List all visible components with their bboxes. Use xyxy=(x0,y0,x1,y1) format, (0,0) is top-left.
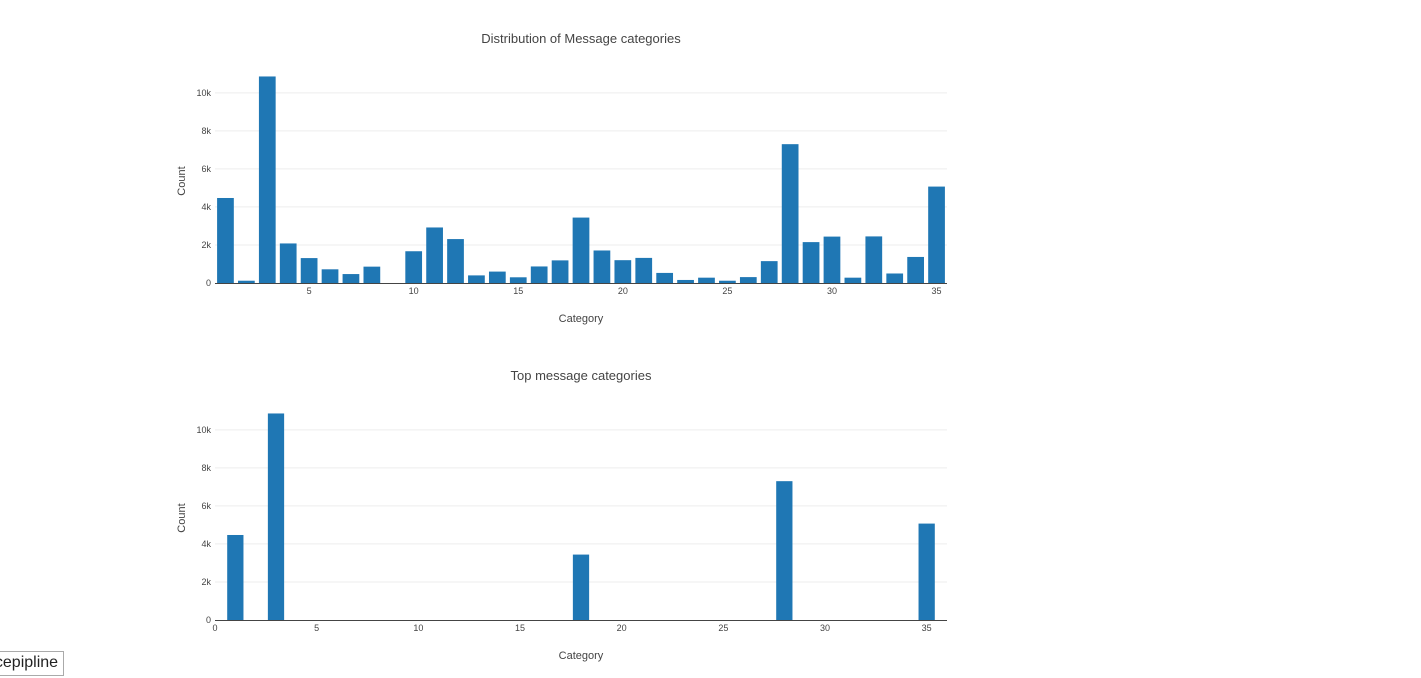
x-tick-label: 20 xyxy=(617,623,627,633)
x-tick-label: 0 xyxy=(212,623,217,633)
y-tick-label: 6k xyxy=(201,164,211,174)
top-categories-chart: Top message categories 0 2k 4k 6k 8k 10k 0 5 10 1… xyxy=(176,368,947,662)
y-tick-label: 6k xyxy=(201,501,211,511)
y-tick-label: 10k xyxy=(196,88,211,98)
y-tick-label: 8k xyxy=(201,126,211,136)
x-tick-label: 15 xyxy=(515,623,525,633)
bar[interactable] xyxy=(635,257,653,283)
y-tick-label: 4k xyxy=(201,202,211,212)
bar[interactable] xyxy=(279,243,297,283)
y-tick-label: 8k xyxy=(201,463,211,473)
y-tick-label: 10k xyxy=(196,425,211,435)
y-tick-label: 4k xyxy=(201,539,211,549)
x-tick-label: 15 xyxy=(513,286,523,296)
bar[interactable] xyxy=(802,242,820,283)
bar[interactable] xyxy=(321,269,339,283)
bar[interactable] xyxy=(363,266,381,283)
x-axis-title: Category xyxy=(559,313,604,325)
y-tick-label: 0 xyxy=(206,278,211,288)
bar[interactable] xyxy=(907,256,924,283)
bar[interactable] xyxy=(300,258,318,283)
bar[interactable] xyxy=(719,280,736,283)
bar[interactable] xyxy=(781,144,799,283)
y-axis-title: Count xyxy=(176,166,188,195)
bar[interactable] xyxy=(468,275,485,283)
bar[interactable] xyxy=(238,280,255,283)
bar[interactable] xyxy=(488,271,506,283)
y-axis-title: Count xyxy=(176,503,188,532)
x-tick-label: 35 xyxy=(932,286,942,296)
x-tick-label: 5 xyxy=(314,623,319,633)
bar[interactable] xyxy=(405,251,423,283)
x-tick-label: 10 xyxy=(413,623,423,633)
chart-title: Top message categories xyxy=(511,368,652,383)
bar[interactable] xyxy=(844,277,862,283)
bar[interactable] xyxy=(551,260,569,283)
bar[interactable] xyxy=(258,76,276,284)
x-tick-label: 20 xyxy=(618,286,628,296)
x-tick-label: 5 xyxy=(307,286,312,296)
x-axis-title: Category xyxy=(559,650,604,662)
bar[interactable] xyxy=(227,534,244,620)
bar[interactable] xyxy=(447,239,464,283)
bar[interactable] xyxy=(823,236,841,283)
bar[interactable] xyxy=(267,413,285,620)
bar[interactable] xyxy=(865,236,883,283)
chart-title: Distribution of Message categories xyxy=(481,31,681,46)
x-tick-label: 25 xyxy=(722,286,732,296)
bar[interactable] xyxy=(656,272,674,283)
y-tick-label: 0 xyxy=(206,615,211,625)
bar[interactable] xyxy=(426,227,443,283)
x-tick-label: 30 xyxy=(827,286,837,296)
bar[interactable] xyxy=(217,197,234,283)
bar[interactable] xyxy=(886,273,904,283)
bar[interactable] xyxy=(760,261,778,283)
x-tick-label: 10 xyxy=(409,286,419,296)
bar[interactable] xyxy=(342,274,360,283)
x-tick-label: 25 xyxy=(718,623,728,633)
bar[interactable] xyxy=(572,217,590,283)
bar[interactable] xyxy=(572,554,590,620)
bar[interactable] xyxy=(509,277,527,283)
y-tick-label: 2k xyxy=(201,240,211,250)
x-tick-label: 30 xyxy=(820,623,830,633)
bar[interactable] xyxy=(614,260,632,283)
pipeline-label: ncepipline xyxy=(0,651,65,676)
x-tick-label: 35 xyxy=(922,623,932,633)
bar[interactable] xyxy=(918,523,935,620)
bar[interactable] xyxy=(776,481,793,620)
bar[interactable] xyxy=(677,279,694,283)
bar[interactable] xyxy=(698,277,715,283)
category-distribution-chart: Distribution of Message categories 0 2k 4k… xyxy=(176,31,947,325)
bar[interactable] xyxy=(530,266,548,283)
bar[interactable] xyxy=(739,277,757,283)
y-tick-label: 2k xyxy=(201,577,211,587)
bar[interactable] xyxy=(928,186,945,283)
bar[interactable] xyxy=(593,250,611,283)
